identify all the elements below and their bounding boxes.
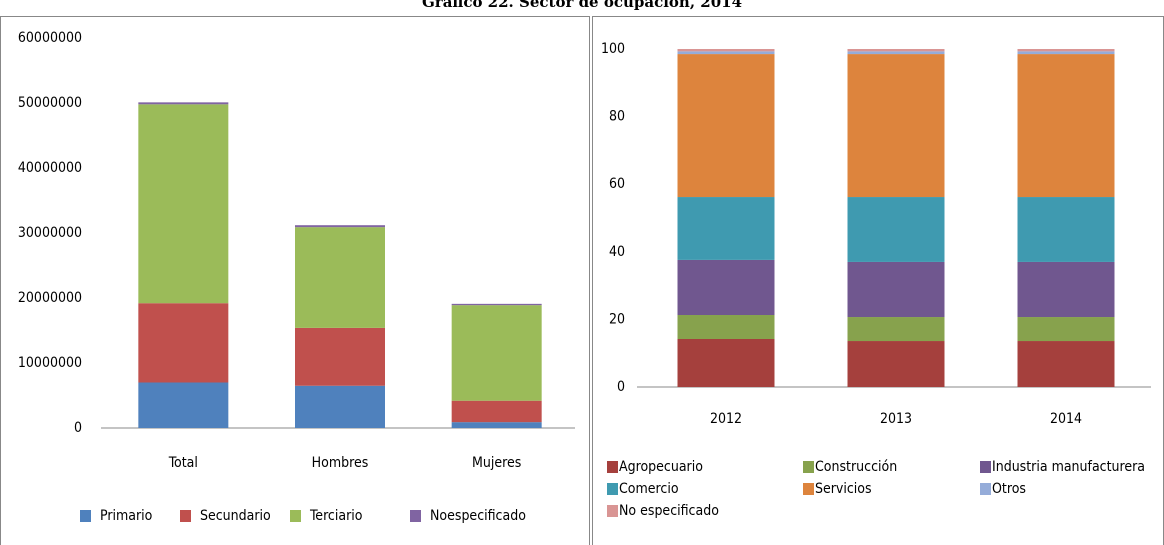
legend-label: Noespecificado: [430, 508, 526, 524]
bar-segment: [451, 303, 542, 306]
bar-segment: [295, 225, 385, 228]
bar-segment: [138, 104, 229, 304]
legend-label: No especificado: [619, 503, 719, 519]
panel-frame: [0, 16, 590, 545]
bar-segment: [677, 49, 775, 52]
bar-segment: [1017, 51, 1115, 55]
bar-segment: [295, 385, 385, 428]
legend-label: Otros: [992, 481, 1026, 497]
bar-segment: [677, 315, 775, 340]
legend-label: Secundario: [200, 508, 271, 524]
bar-segment: [847, 197, 945, 262]
legend-swatch: [80, 510, 91, 522]
bar-segment: [847, 317, 945, 342]
legend-swatch: [980, 461, 991, 473]
y-tick-label: 0: [617, 379, 625, 395]
y-tick-label: 20: [609, 311, 625, 327]
y-tick-label: 20000000: [18, 290, 82, 306]
legend-swatch: [607, 483, 618, 495]
legend-label: Terciario: [309, 508, 363, 524]
y-tick-label: 80: [609, 109, 625, 125]
legend-label: Primario: [100, 508, 153, 524]
y-tick-label: 40: [609, 244, 625, 260]
x-tick-label: Total: [168, 455, 198, 471]
legend-swatch: [290, 510, 301, 522]
bar-segment: [847, 54, 945, 198]
bar-segment: [451, 400, 542, 423]
y-tick-label: 10000000: [18, 355, 82, 371]
bar-segment: [295, 227, 385, 328]
legend-swatch: [803, 461, 814, 473]
bar-segment: [1017, 54, 1115, 198]
x-tick-label: 2014: [1050, 411, 1082, 427]
bar-segment: [677, 51, 775, 55]
legend-label: Industria manufacturera: [992, 459, 1145, 475]
y-tick-label: 60: [609, 176, 625, 192]
legend-label: Comercio: [619, 481, 679, 497]
bar-segment: [451, 422, 542, 428]
legend-label: Servicios: [815, 481, 872, 497]
y-tick-label: 30000000: [18, 225, 82, 241]
legend-swatch: [410, 510, 421, 522]
bar-segment: [1017, 261, 1115, 318]
bar-segment: [1017, 197, 1115, 262]
y-tick-label: 100: [601, 41, 625, 57]
legend-swatch: [607, 505, 618, 517]
legend-swatch: [980, 483, 991, 495]
bar-segment: [847, 51, 945, 55]
bar-segment: [847, 261, 945, 318]
bar-segment: [1017, 317, 1115, 342]
page-title: Gráfico 22. Sector de ocupación, 2014: [422, 0, 742, 11]
bar-segment: [138, 303, 229, 383]
x-tick-label: Mujeres: [472, 455, 521, 471]
bar-segment: [1017, 49, 1115, 52]
y-tick-label: 40000000: [18, 160, 82, 176]
legend-swatch: [180, 510, 191, 522]
legend-swatch: [607, 461, 618, 473]
x-tick-label: 2012: [710, 411, 742, 427]
legend-label: Agropecuario: [619, 459, 703, 475]
legend-label: Construcción: [815, 459, 897, 475]
bar-segment: [677, 54, 775, 198]
bar-segment: [677, 339, 775, 387]
x-tick-label: Hombres: [312, 455, 369, 471]
bar-segment: [677, 197, 775, 260]
y-tick-label: 50000000: [18, 95, 82, 111]
bar-segment: [847, 341, 945, 387]
y-tick-label: 0: [74, 420, 82, 436]
bar-segment: [451, 305, 542, 401]
bar-segment: [847, 49, 945, 52]
y-tick-label: 60000000: [18, 30, 82, 46]
x-tick-label: 2013: [880, 411, 912, 427]
bar-segment: [295, 327, 385, 386]
legend-swatch: [803, 483, 814, 495]
bar-segment: [1017, 341, 1115, 387]
bar-segment: [677, 259, 775, 316]
bar-segment: [138, 382, 229, 428]
bar-segment: [138, 102, 229, 105]
